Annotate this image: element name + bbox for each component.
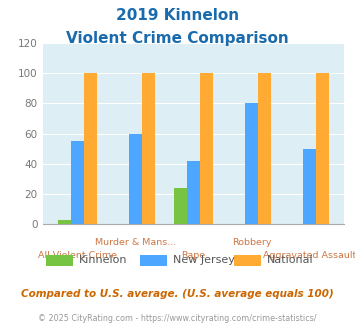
Bar	[84, 73, 97, 224]
Text: Murder & Mans...: Murder & Mans...	[95, 238, 176, 247]
Text: 2019 Kinnelon: 2019 Kinnelon	[116, 8, 239, 23]
Bar	[58, 220, 71, 224]
Bar	[71, 141, 84, 224]
Bar	[316, 73, 329, 224]
Bar	[142, 73, 154, 224]
Text: Rape: Rape	[181, 251, 206, 260]
Text: Aggravated Assault: Aggravated Assault	[263, 251, 355, 260]
Bar	[187, 161, 200, 224]
Text: National: National	[267, 255, 314, 265]
Bar	[200, 73, 213, 224]
Text: All Violent Crime: All Violent Crime	[38, 251, 117, 260]
Text: Robbery: Robbery	[232, 238, 271, 247]
Bar	[129, 134, 142, 224]
Text: Violent Crime Comparison: Violent Crime Comparison	[66, 31, 289, 46]
Text: © 2025 CityRating.com - https://www.cityrating.com/crime-statistics/: © 2025 CityRating.com - https://www.city…	[38, 314, 317, 323]
Text: Kinnelon: Kinnelon	[79, 255, 128, 265]
Bar	[245, 103, 258, 224]
Bar	[174, 188, 187, 224]
Text: Compared to U.S. average. (U.S. average equals 100): Compared to U.S. average. (U.S. average …	[21, 289, 334, 299]
Bar	[258, 73, 271, 224]
Bar	[303, 149, 316, 224]
Text: New Jersey: New Jersey	[173, 255, 235, 265]
